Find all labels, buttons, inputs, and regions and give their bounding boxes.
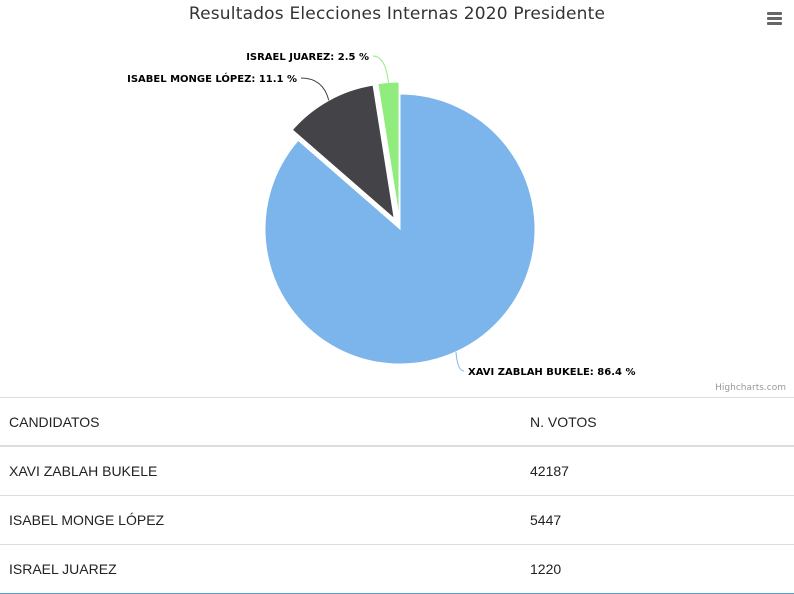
table-header-row: CANDIDATOS N. VOTOS xyxy=(0,397,794,447)
data-label: ISABEL MONGE LÓPEZ: 11.1 % xyxy=(127,72,297,85)
candidate-name: ISRAEL JUAREZ xyxy=(0,544,521,594)
pie-slice[interactable] xyxy=(377,81,400,218)
header-candidatos: CANDIDATOS xyxy=(0,397,521,447)
hamburger-menu-icon[interactable] xyxy=(764,8,786,30)
table-row: XAVI ZABLAH BUKELE 42187 xyxy=(0,445,794,496)
data-label: XAVI ZABLAH BUKELE: 86.4 % xyxy=(468,367,635,378)
table-row: ISRAEL JUAREZ 1220 xyxy=(0,544,794,594)
table-row: ISABEL MONGE LÓPEZ 5447 xyxy=(0,495,794,545)
candidate-name: ISABEL MONGE LÓPEZ xyxy=(0,495,521,545)
candidate-votes: 1220 xyxy=(521,544,794,594)
pie-chart: XAVI ZABLAH BUKELE: 86.4 % ISABEL MONGE L… xyxy=(127,52,635,378)
pie-slice[interactable] xyxy=(264,93,536,365)
chart-title: Resultados Elecciones Internas 2020 Pres… xyxy=(188,4,606,24)
data-label-connector xyxy=(372,55,389,83)
candidate-name: XAVI ZABLAH BUKELE xyxy=(0,445,521,496)
credits-link[interactable]: Highcharts.com xyxy=(715,383,786,393)
data-label-connector xyxy=(455,351,465,372)
pie-chart-container: Resultados Elecciones Internas 2020 Pres… xyxy=(127,4,786,393)
candidate-votes: 5447 xyxy=(521,495,794,545)
header-votos: N. VOTOS xyxy=(521,397,794,447)
votes-table: CANDIDATOS N. VOTOS XAVI ZABLAH BUKELE 4… xyxy=(0,397,794,594)
data-label: ISRAEL JUAREZ: 2.5 % xyxy=(246,52,369,63)
candidate-votes: 42187 xyxy=(521,445,794,496)
data-label-connector xyxy=(300,77,330,101)
